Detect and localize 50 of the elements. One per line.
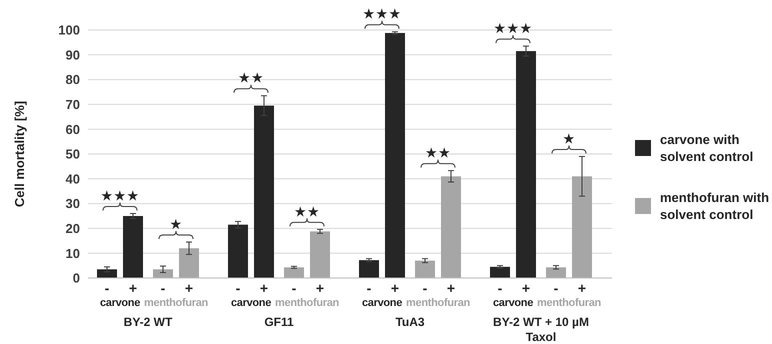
text: carvone (492, 297, 534, 309)
text: menthofuran (406, 297, 471, 309)
text: menthofuran (144, 297, 209, 309)
y-tick-label: 10 (66, 246, 80, 261)
x-tick-label: + (578, 280, 586, 296)
y-tick-label: 70 (66, 96, 80, 112)
x-tick-label: - (160, 280, 166, 296)
annotation: ★ (562, 130, 576, 146)
y-axis-title: Cell mortality [%] (12, 100, 27, 208)
y-tick-label: 100 (58, 22, 80, 38)
text: BY-2 WT + 10 µM Taxol (493, 315, 589, 344)
x-tick-label: + (128, 280, 138, 296)
x-tick-label: + (316, 280, 324, 296)
y-tick-label: 20 (66, 220, 80, 236)
y-tick-label: 30 (66, 196, 80, 212)
x-tick-label: + (184, 280, 194, 296)
x-tick-label: - (422, 280, 428, 296)
annotation: ★★★ (100, 188, 140, 204)
text: ★★★ (362, 6, 402, 22)
annotation: ★★ (425, 144, 451, 161)
x-tick-label: - (292, 280, 297, 296)
y-tick-label: 0 (72, 270, 80, 286)
x-tick-label: + (522, 280, 530, 296)
legend-label: menthofuran with solvent control (660, 190, 770, 222)
y-tick-label: 90 (66, 47, 80, 62)
y-tick-label: 60 (66, 122, 80, 137)
x-tick-label: + (390, 280, 400, 296)
text: menthofuran (275, 297, 340, 309)
x-tick-label: + (446, 280, 456, 296)
y-tick-label: 50 (66, 146, 80, 162)
x-tick-label: - (554, 280, 559, 296)
x-tick-label: - (366, 280, 372, 296)
annotation: ★★ (294, 203, 320, 220)
annotation: ★★ (238, 70, 264, 86)
annotation: ★★★ (494, 20, 532, 36)
text: carvone (100, 297, 140, 309)
annotation: ★ (170, 216, 182, 232)
x-tick-label: - (236, 280, 241, 296)
y-tick-label: 40 (66, 171, 80, 186)
text: menthofuran (537, 297, 602, 309)
y-tick-label: 80 (66, 72, 80, 88)
text: carvone (230, 297, 272, 309)
x-tick-label: - (498, 280, 503, 296)
text: BY-2 WT (124, 315, 173, 329)
text: TuA3 (395, 315, 425, 329)
text: GF11 (264, 315, 294, 329)
text: carvone (362, 297, 402, 309)
x-tick-label: + (260, 280, 268, 296)
x-tick-label: - (104, 280, 110, 296)
legend-label: carvone with solvent control (660, 132, 754, 164)
